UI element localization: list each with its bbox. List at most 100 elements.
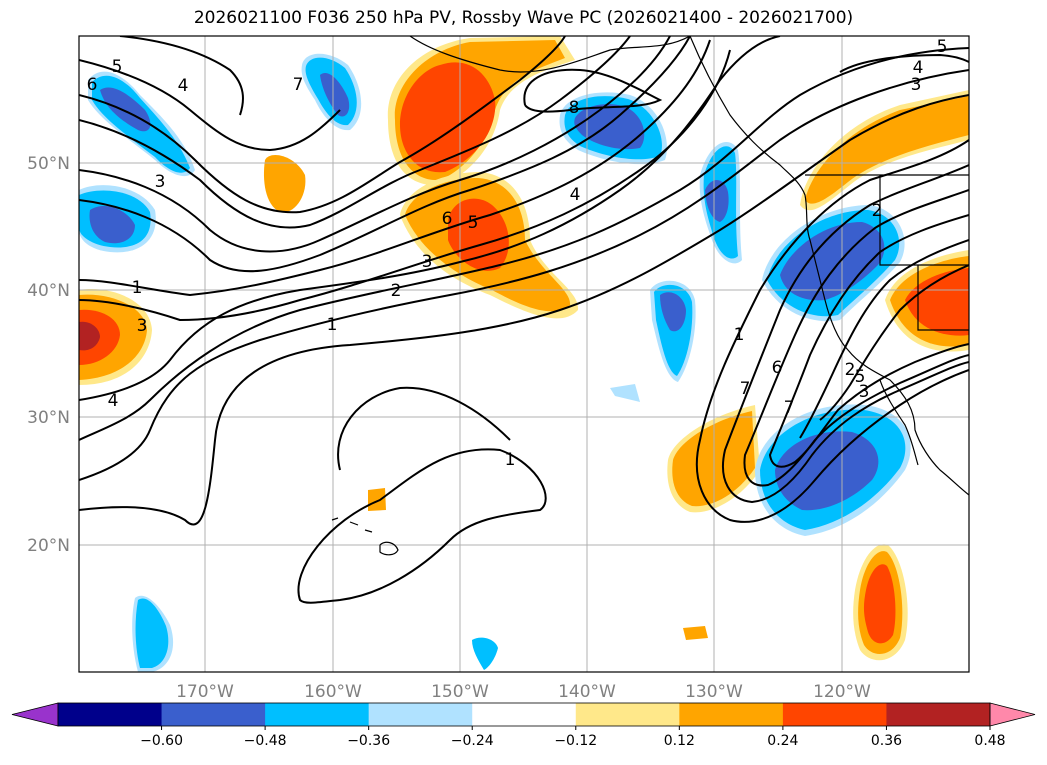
contour-line — [722, 164, 969, 504]
positive-anomaly-coast-band-core — [805, 96, 969, 204]
colorbar-tick-label: −0.24 — [451, 733, 494, 749]
colorbar-tick-label: 0.48 — [974, 733, 1005, 749]
pv-contours — [79, 36, 969, 604]
colorbar-segment — [575, 703, 680, 726]
lat-label-20n: 20°N — [27, 536, 70, 556]
contour-line — [695, 139, 969, 523]
contour-label: 4 — [108, 391, 119, 411]
coastline-alaska — [409, 36, 691, 73]
contour-label: 7 — [784, 398, 795, 418]
negative-anomaly-south-max — [775, 431, 879, 511]
colorbar-segment — [58, 703, 163, 726]
map-area — [79, 36, 969, 672]
positive-anomaly-north-max — [400, 62, 496, 173]
colorbar-tick-label: −0.12 — [554, 733, 597, 749]
colorbar-segment — [679, 703, 784, 726]
colorbar-frame — [57, 702, 991, 727]
contour-label: 5 — [468, 213, 479, 233]
contour-label: 3 — [422, 252, 433, 272]
contour-line — [79, 36, 671, 253]
negative-anomaly-nw-max — [100, 87, 151, 132]
map-frame — [78, 35, 970, 673]
colorbar-extend-min — [11, 702, 59, 727]
contour-label: 4 — [913, 58, 924, 78]
island-chain — [331, 517, 373, 533]
coastline-baja — [879, 379, 919, 466]
state-boundary — [805, 174, 969, 331]
longitude-axis: 170°W 160°W 150°W 140°W 130°W 120°W — [176, 682, 871, 702]
lon-label-160w: 160°W — [304, 682, 362, 702]
colorbar-segment — [161, 703, 266, 726]
contour-line — [523, 68, 663, 113]
colorbar-segment — [368, 703, 473, 726]
negative-anomaly-mid-max — [660, 292, 686, 332]
contour-line — [79, 36, 566, 214]
colorbar: −0.60 −0.48 −0.36 −0.24 −0.12 0.12 0.24 0.36 0.4… — [11, 702, 1036, 749]
lat-label-50n: 50°N — [27, 154, 70, 174]
contour-label: 3 — [137, 316, 148, 336]
colorbar-extend-max — [989, 702, 1036, 727]
contour-line — [839, 53, 969, 73]
colorbar-tick-label: −0.48 — [244, 733, 287, 749]
contour-label: 3 — [911, 75, 922, 95]
lon-label-130w: 130°W — [685, 682, 743, 702]
contour-label: 4 — [178, 76, 189, 96]
positive-anomaly-small-1 — [263, 155, 306, 213]
negative-anomaly-strip-max — [705, 180, 729, 222]
positive-anomaly-small-2 — [368, 488, 386, 511]
contour-line — [819, 264, 969, 421]
contour-line — [337, 386, 511, 471]
contour-line — [79, 49, 731, 322]
contour-line — [799, 239, 969, 439]
contour-label: 5 — [937, 37, 948, 57]
negative-anomaly-tropic-1-core — [135, 598, 169, 668]
contour-label: 3 — [155, 172, 166, 192]
contour-line — [79, 39, 711, 297]
contour-line — [79, 94, 969, 526]
positive-anomaly-small-3 — [683, 626, 708, 640]
contour-line — [79, 36, 781, 401]
contour-line — [768, 214, 969, 468]
coastline-north-america — [689, 36, 969, 496]
negative-anomaly-aleutian-max — [320, 72, 350, 117]
contour-label: 8 — [569, 98, 580, 118]
lat-label-30n: 30°N — [27, 408, 70, 428]
colorbar-segment — [782, 703, 887, 726]
graticule — [79, 36, 969, 672]
contour-label: 6 — [772, 358, 783, 378]
latitude-axis: 50°N 40°N 30°N 20°N — [27, 154, 70, 556]
map-background — [79, 36, 969, 672]
negative-anomaly-tropic-2 — [472, 637, 498, 670]
contour-line — [119, 36, 244, 116]
pv-anomaly-fills — [79, 36, 969, 672]
contour-label: 6 — [87, 75, 98, 95]
contour-label: 7 — [740, 379, 751, 399]
positive-anomaly-east-max — [905, 268, 969, 336]
lon-label-140w: 140°W — [558, 682, 616, 702]
contour-label: 1 — [505, 450, 516, 470]
positive-anomaly-west-peak — [79, 321, 100, 351]
lat-label-40n: 40°N — [27, 281, 70, 301]
colorbar-segment — [472, 703, 577, 726]
contour-line — [79, 59, 341, 152]
lon-label-120w: 120°W — [813, 682, 871, 702]
contour-label: 2 — [872, 201, 883, 221]
contour-label: 1 — [132, 278, 143, 298]
contour-label: 2 — [845, 360, 856, 380]
contour-label: 7 — [293, 75, 304, 95]
positive-anomaly-south-max — [863, 564, 896, 644]
contour-label: 6 — [442, 209, 453, 229]
contour-label: 4 — [570, 185, 581, 205]
contour-label: 5 — [855, 367, 866, 387]
contour-line — [79, 47, 969, 441]
contour-label: 1 — [734, 325, 745, 345]
contour-line — [79, 36, 691, 273]
contour-label: 3 — [859, 382, 870, 402]
colorbar-segment — [886, 703, 991, 726]
island-hawaii — [379, 541, 399, 556]
negative-anomaly-tropic-3 — [610, 384, 640, 402]
contour-label: 2 — [391, 281, 402, 301]
chart-title: 2026021100 F036 250 hPa PV, Rossby Wave … — [193, 8, 854, 28]
